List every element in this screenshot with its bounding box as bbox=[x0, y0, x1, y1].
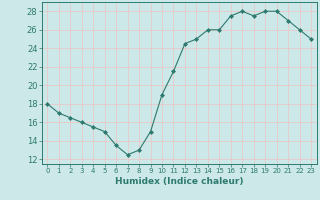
X-axis label: Humidex (Indice chaleur): Humidex (Indice chaleur) bbox=[115, 177, 244, 186]
